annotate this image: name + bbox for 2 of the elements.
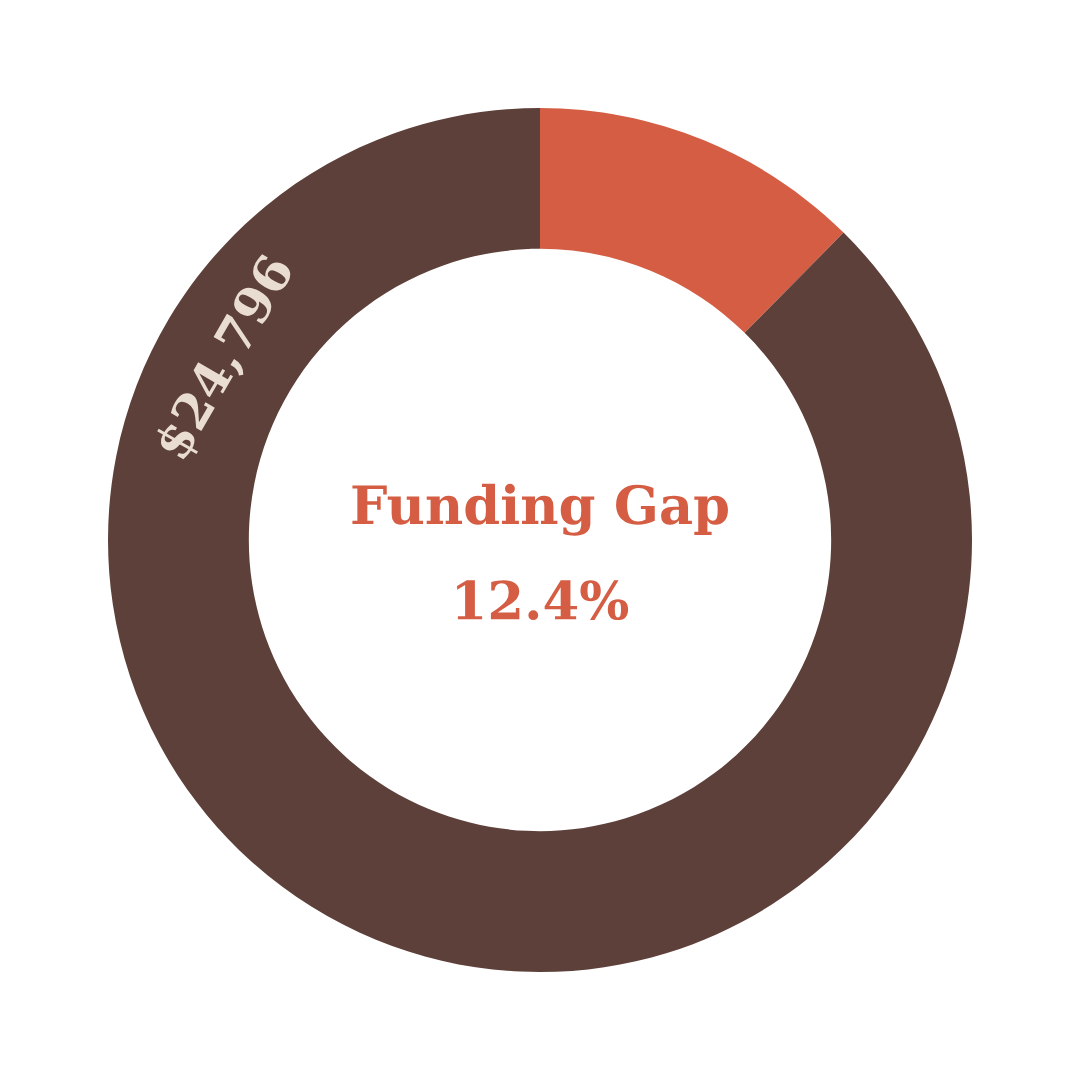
text: 12.4% (457, 580, 629, 621)
text: Funding Gap (352, 483, 728, 536)
